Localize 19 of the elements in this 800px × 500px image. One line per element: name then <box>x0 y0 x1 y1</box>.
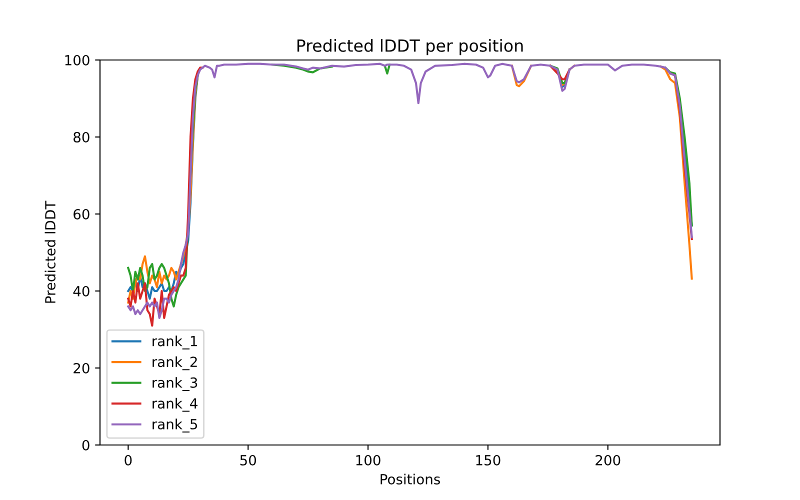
y-tick-label: 0 <box>82 440 90 450</box>
legend-label: rank_4 <box>152 398 198 412</box>
x-tick-label: 50 <box>240 454 256 466</box>
x-tick-label: 200 <box>596 454 620 466</box>
y-axis-title: Predicted lDDT <box>44 200 56 303</box>
y-tick-label: 60 <box>74 208 90 220</box>
x-axis-title: Positions <box>380 474 440 484</box>
x-tick-label: 100 <box>356 454 380 466</box>
chart-title: Predicted lDDT per position <box>297 39 523 56</box>
legend-label: rank_3 <box>152 377 198 391</box>
y-tick-label: 100 <box>65 54 90 66</box>
y-tick-label: 20 <box>74 362 90 374</box>
y-tick-label: 80 <box>74 132 90 142</box>
y-tick-label: 40 <box>73 286 90 296</box>
x-tick-label: 0 <box>124 454 132 466</box>
legend-label: rank_1 <box>152 336 197 350</box>
legend-label: rank_5 <box>152 418 198 432</box>
x-tick-label: 150 <box>476 454 500 466</box>
legend-label: rank_2 <box>152 356 197 370</box>
